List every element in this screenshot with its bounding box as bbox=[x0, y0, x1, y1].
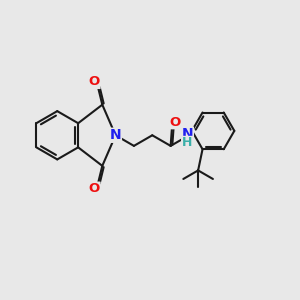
Text: O: O bbox=[89, 182, 100, 195]
Text: H: H bbox=[182, 136, 193, 149]
Text: O: O bbox=[89, 75, 100, 88]
Text: N: N bbox=[110, 128, 122, 142]
Text: O: O bbox=[169, 116, 181, 129]
Text: N: N bbox=[182, 127, 193, 141]
